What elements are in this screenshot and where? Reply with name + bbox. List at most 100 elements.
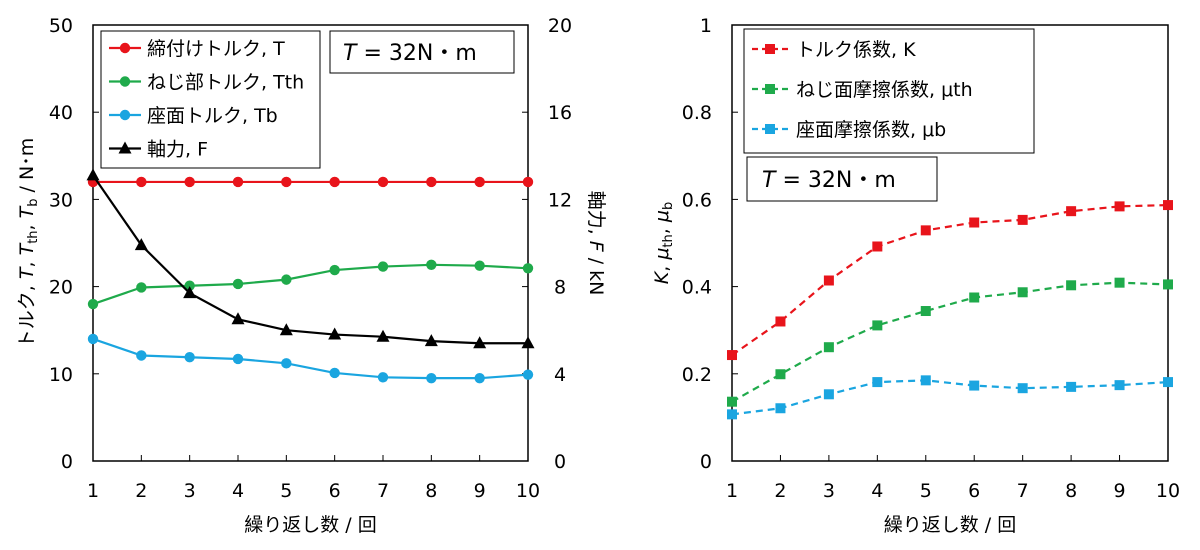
legend-swatch-marker [765,84,775,94]
legend-swatch-marker [119,76,131,87]
x-tick-label: 1 [726,480,738,502]
annotation: T = 32N・m [746,156,938,202]
data-point [281,176,292,188]
y-tick-label: 40 [49,102,73,124]
data-point [184,352,195,363]
data-point [184,280,195,291]
y-axis-label-part: T [16,205,38,218]
y-axis-label-part: , [651,260,673,272]
x-tick-label: 8 [1065,480,1077,502]
legend-entry: 座面摩擦係数, μb [796,119,946,141]
data-point [424,334,438,347]
data-point [426,259,437,270]
data-point [376,329,390,342]
data-point [1066,280,1077,291]
y-axis-label-part: , [16,218,38,230]
data-point [872,241,883,252]
x-tick-label: 8 [425,480,437,502]
y2-axis-label-part: 軸力, [585,191,607,241]
data-point [136,282,147,293]
y-axis-label-part: / N･m [16,138,38,199]
data-point [775,403,786,414]
data-point [377,261,389,272]
data-point [232,176,244,188]
x-tick-label: 5 [920,480,932,502]
y2-tick-label: 20 [548,15,572,37]
annotation: T = 32N・m [329,30,515,74]
data-point [969,217,980,228]
data-point [969,292,980,303]
data-point [183,286,197,299]
data-point [775,316,786,327]
y-axis-label-part: b [661,202,676,210]
y-axis-label-part: μ [651,210,673,223]
y-tick-label: 0.6 [682,189,712,211]
x-tick-label: 3 [184,480,196,502]
data-point [426,176,437,188]
y-axis-label-part: , [651,222,673,234]
y-tick-label: 0.4 [682,277,712,299]
legend-box [743,28,1035,154]
legend-swatch-marker [119,109,131,121]
y-axis-label-part: , [16,255,38,267]
legend: 締付けトルク, T ねじ部トルク, Tth 座面トルク, Tb 軸力, F [100,30,321,169]
series-line-2 [92,263,529,306]
y-axis-label-part: th [661,234,676,247]
x-tick-label: 4 [871,480,883,502]
data-point [1017,383,1028,394]
data-point [522,369,534,380]
annotation-text: T = 32N・m [343,41,477,66]
x-axis-label: 繰り返し数 / 回 [244,514,376,536]
data-point [86,168,100,181]
x-tick-label: 2 [135,480,147,502]
data-point [1017,287,1028,298]
data-point [920,225,931,236]
y2-tick-label: 0 [554,451,566,473]
y2-axis-label-part: / kN [585,252,607,296]
y-axis-label-part: th [26,230,41,243]
y-tick-label: 30 [49,189,73,211]
legend: トルク係数, K ねじ面摩擦係数, μth 座面摩擦係数, μb [743,28,1035,154]
x-tick-label: 7 [1017,480,1029,502]
annotation-text-part: T [343,41,358,66]
x-tick-label: 6 [329,480,341,502]
y2-tick-label: 12 [548,189,572,211]
series-line-4 [92,174,528,345]
y2-tick-label: 16 [548,102,572,124]
y-axis-label: トルク, T, Tth, Tb / N･m [16,138,41,348]
legend-swatch-marker [765,44,775,54]
series-line-2 [731,281,1169,403]
data-point [1114,277,1125,288]
data-point [232,278,244,290]
data-point [727,396,737,407]
annotation-text-part: T [762,168,777,193]
data-point [279,323,293,336]
y-tick-label: 1 [700,15,712,37]
x-tick-label: 2 [774,480,786,502]
y-tick-label: 0 [61,451,73,473]
annotation-text-part: = 32N・m [356,41,476,66]
legend-entry: ねじ面摩擦係数, μth [796,79,973,101]
x-tick-label: 9 [1114,480,1126,502]
y-axis-label-part: b [26,198,41,206]
data-point [87,298,99,310]
y2-tick-label: 8 [554,277,566,299]
data-point [1017,214,1028,225]
y-tick-label: 10 [49,364,73,386]
legend-entry: 軸力, F [147,139,208,161]
data-point [184,176,195,188]
data-point [474,176,485,188]
data-point [473,336,487,349]
data-point [328,327,342,340]
data-point [329,176,340,188]
data-point [823,342,834,353]
legend-swatch-marker [765,124,775,134]
plot-area [92,24,529,462]
y-axis-label-part: K [651,270,673,284]
data-point [775,369,786,380]
x-axis-label: 繰り返し数 / 回 [884,514,1016,536]
y-tick-label: 0 [700,451,712,473]
data-point [1163,200,1173,211]
data-point [969,380,980,391]
